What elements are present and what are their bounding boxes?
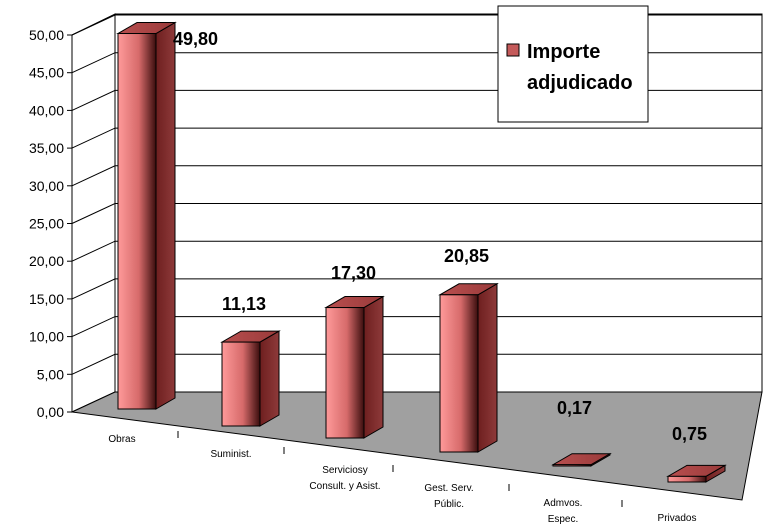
y-tick-label: 40,00: [29, 102, 64, 118]
bar-front: [552, 464, 592, 467]
data-label: 11,13: [222, 294, 266, 314]
y-tick-label: 25,00: [29, 216, 64, 232]
bar: [438, 282, 499, 453]
y-tick-label: 5,00: [37, 366, 64, 382]
legend-swatch: [506, 43, 520, 57]
bar: [666, 464, 727, 483]
bar: [220, 330, 281, 427]
y-tick-label: 15,00: [29, 291, 64, 307]
bar-side: [155, 21, 176, 410]
y-tick-label: 35,00: [29, 140, 64, 156]
y-tick-label: 30,00: [29, 178, 64, 194]
bar-side: [363, 295, 384, 439]
bar: [116, 21, 177, 410]
gridline: [71, 203, 762, 224]
category-label: Suminist.: [210, 449, 251, 460]
y-tick-label: 50,00: [29, 27, 64, 43]
data-label: 0,75: [672, 424, 707, 444]
category-label: Obras: [108, 434, 135, 445]
legend-label-line2: adjudicado: [527, 72, 633, 94]
gridline: [71, 353, 762, 375]
category-label: Serviciosy: [322, 465, 368, 476]
y-axis: 0,00 5,00 10,00 15,00 20,00 25,00 30,00 35,00 40…: [29, 27, 73, 420]
bar-front: [439, 294, 479, 453]
y-tick-label: 10,00: [29, 329, 64, 345]
data-label: 49,80: [173, 29, 218, 49]
category-label: Gest. Serv.: [424, 483, 473, 494]
gridline: [71, 127, 762, 149]
data-label: 0,17: [557, 398, 592, 418]
bar-front: [117, 33, 157, 410]
bar-front: [325, 307, 365, 439]
category-label: Espec.: [548, 514, 579, 525]
y-tick-label: 45,00: [29, 65, 64, 81]
x-axis-labels: Obras Suminist. Serviciosy Consult. y Asist…: [108, 431, 696, 525]
legend-box: [497, 5, 649, 123]
bar: [324, 295, 385, 439]
bar: [551, 452, 612, 467]
y-tick-label: 20,00: [29, 253, 64, 269]
bar-front: [221, 341, 261, 427]
bar-side: [259, 330, 280, 427]
y-tick-label: 0,00: [37, 404, 64, 420]
category-label: Consult. y Asist.: [309, 481, 380, 492]
category-label: Públic.: [434, 499, 464, 510]
data-label: 17,30: [331, 263, 376, 283]
legend-label: Importe: [527, 41, 600, 63]
legend: Importe adjudicado: [497, 5, 649, 123]
data-labels: 49,80 11,13 17,30 20,85 0,17 0,75: [173, 29, 707, 444]
category-label: Admvos.: [544, 498, 583, 509]
bar-side: [477, 282, 498, 453]
gridline: [71, 278, 762, 300]
bars: [116, 21, 727, 483]
bar-front: [667, 475, 707, 483]
category-label: Privados: [658, 513, 697, 524]
gridline: [71, 165, 762, 187]
gridline: [71, 240, 762, 262]
chart-floor: [70, 391, 763, 501]
gridline: [71, 316, 762, 338]
data-label: 20,85: [444, 246, 489, 266]
